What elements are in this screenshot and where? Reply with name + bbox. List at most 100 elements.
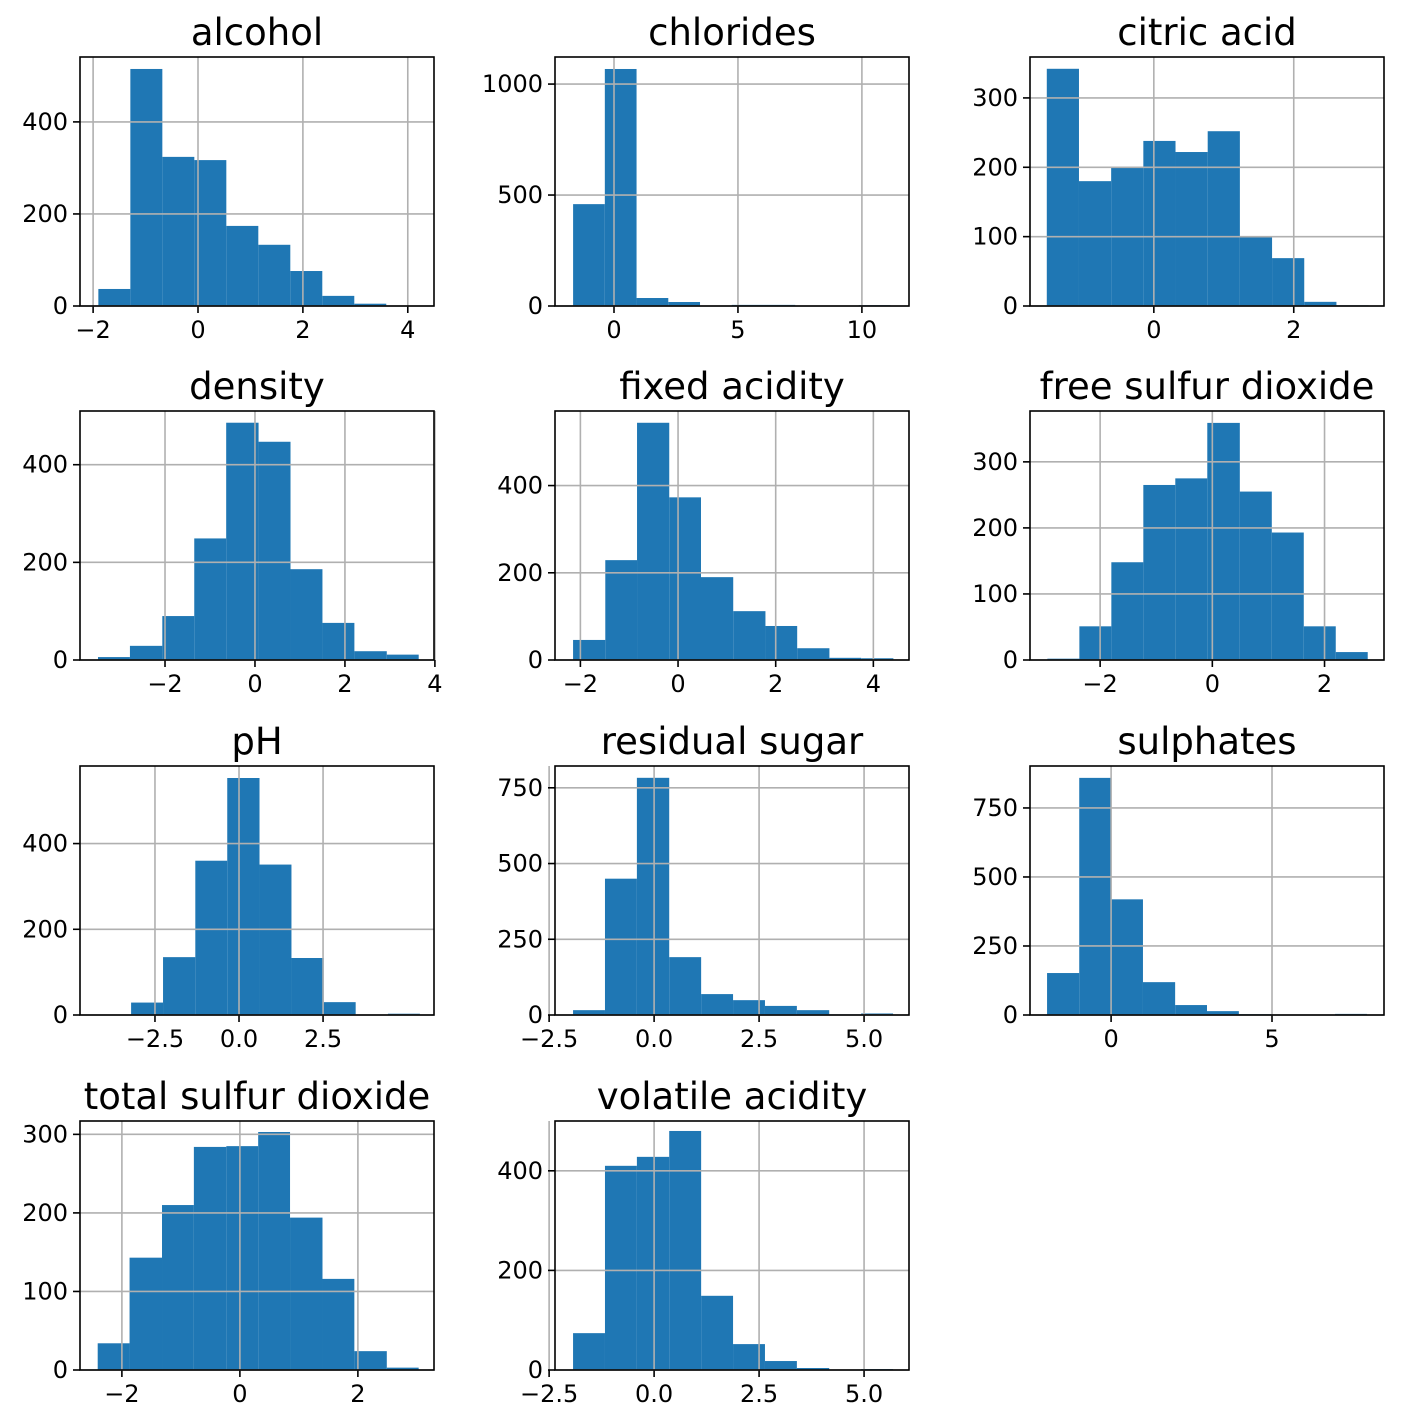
y-tick-label: 400 (22, 830, 68, 858)
x-tick-label: 0 (232, 1380, 247, 1408)
axes-frame (1029, 56, 1385, 307)
y-tick-label: 200 (22, 915, 68, 943)
bar (354, 1351, 387, 1370)
y-tick-label: 400 (22, 451, 68, 479)
bar (1111, 562, 1144, 660)
x-tick-label: 2 (295, 316, 310, 344)
bar (226, 1146, 259, 1370)
bar (669, 1130, 702, 1370)
y-tick-label: 200 (972, 514, 1018, 542)
y-tick-label: 500 (497, 850, 543, 878)
bar (573, 1333, 605, 1370)
y-tick-label: 400 (497, 1157, 543, 1185)
x-tick-label: −2 (75, 316, 110, 344)
y-tick-label: 500 (497, 181, 543, 209)
bar (258, 441, 291, 660)
bar (195, 860, 228, 1015)
y-tick-label: 0 (528, 646, 543, 674)
bar (1142, 982, 1176, 1015)
x-tick-label: 10 (847, 316, 878, 344)
bar (163, 957, 196, 1015)
bar (1175, 1005, 1207, 1015)
axes-frame (1029, 765, 1385, 1016)
bar (258, 1131, 291, 1370)
x-tick-label: 2 (1286, 316, 1301, 344)
subplot-title: pH (231, 720, 282, 763)
y-tick-label: 100 (972, 223, 1018, 251)
bar (796, 1368, 830, 1370)
bar (1303, 626, 1336, 660)
bar (1047, 973, 1080, 1015)
bar (290, 1217, 323, 1370)
y-tick-label: 300 (972, 448, 1018, 476)
bar (700, 577, 734, 660)
bar (162, 1205, 194, 1370)
y-tick-label: 500 (972, 863, 1018, 891)
x-tick-label: 4 (427, 670, 442, 698)
x-tick-label: 5.0 (845, 1380, 883, 1408)
subplot-title: free sulfur dioxide (1040, 365, 1375, 408)
bar (764, 1005, 797, 1015)
bar (97, 1343, 130, 1370)
bar (130, 68, 163, 306)
bar (354, 651, 387, 660)
bar (226, 225, 259, 306)
bar (290, 271, 323, 306)
x-tick-label: −2.5 (126, 1025, 184, 1053)
y-tick-label: 250 (497, 925, 543, 953)
x-tick-label: 2 (350, 1380, 365, 1408)
y-tick-label: 200 (22, 548, 68, 576)
bar (1272, 258, 1305, 306)
y-tick-label: 0 (53, 1356, 68, 1384)
y-tick-label: 250 (972, 932, 1018, 960)
bar (162, 616, 195, 660)
bar (162, 156, 195, 306)
bar (1271, 532, 1304, 660)
bar (259, 864, 292, 1015)
y-tick-label: 0 (1003, 646, 1018, 674)
y-tick-label: 0 (1003, 1001, 1018, 1029)
y-tick-label: 200 (497, 1256, 543, 1284)
bar (386, 1367, 419, 1370)
y-tick-label: 0 (1003, 292, 1018, 320)
bar (193, 1146, 227, 1370)
y-tick-label: 1000 (482, 70, 543, 98)
bar (1079, 626, 1112, 660)
subplot-title: fixed acidity (619, 365, 845, 408)
x-tick-label: −2.5 (520, 1025, 578, 1053)
bar (1239, 236, 1273, 306)
axes-frame (554, 56, 910, 307)
axes-frame (79, 56, 435, 307)
bar (1078, 181, 1112, 306)
bar (1207, 131, 1240, 306)
bar (733, 1344, 765, 1370)
bar (701, 994, 734, 1015)
axes-frame (554, 1120, 910, 1371)
x-tick-label: 4 (400, 316, 415, 344)
bar (669, 957, 702, 1015)
y-tick-label: 0 (53, 292, 68, 320)
x-tick-label: 2.5 (740, 1380, 778, 1408)
bar (258, 244, 291, 306)
y-tick-label: 0 (53, 1001, 68, 1029)
y-tick-label: 400 (22, 108, 68, 136)
bar (797, 648, 830, 660)
axes-frame (1029, 410, 1385, 661)
x-tick-label: 5 (1264, 1025, 1279, 1053)
x-tick-label: 0 (190, 316, 205, 344)
y-tick-label: 300 (972, 84, 1018, 112)
bar (354, 303, 387, 306)
x-tick-label: 2 (337, 670, 352, 698)
axes-frame (79, 765, 435, 1016)
subplot-title: total sulfur dioxide (84, 1075, 431, 1118)
axes-frame (79, 410, 435, 661)
y-tick-label: 0 (53, 646, 68, 674)
bar (605, 560, 638, 660)
bar (668, 302, 701, 306)
bar (226, 422, 259, 660)
x-tick-label: 0.0 (635, 1025, 673, 1053)
x-tick-label: 0 (1205, 670, 1220, 698)
bar (765, 625, 798, 660)
bar (1143, 484, 1176, 660)
